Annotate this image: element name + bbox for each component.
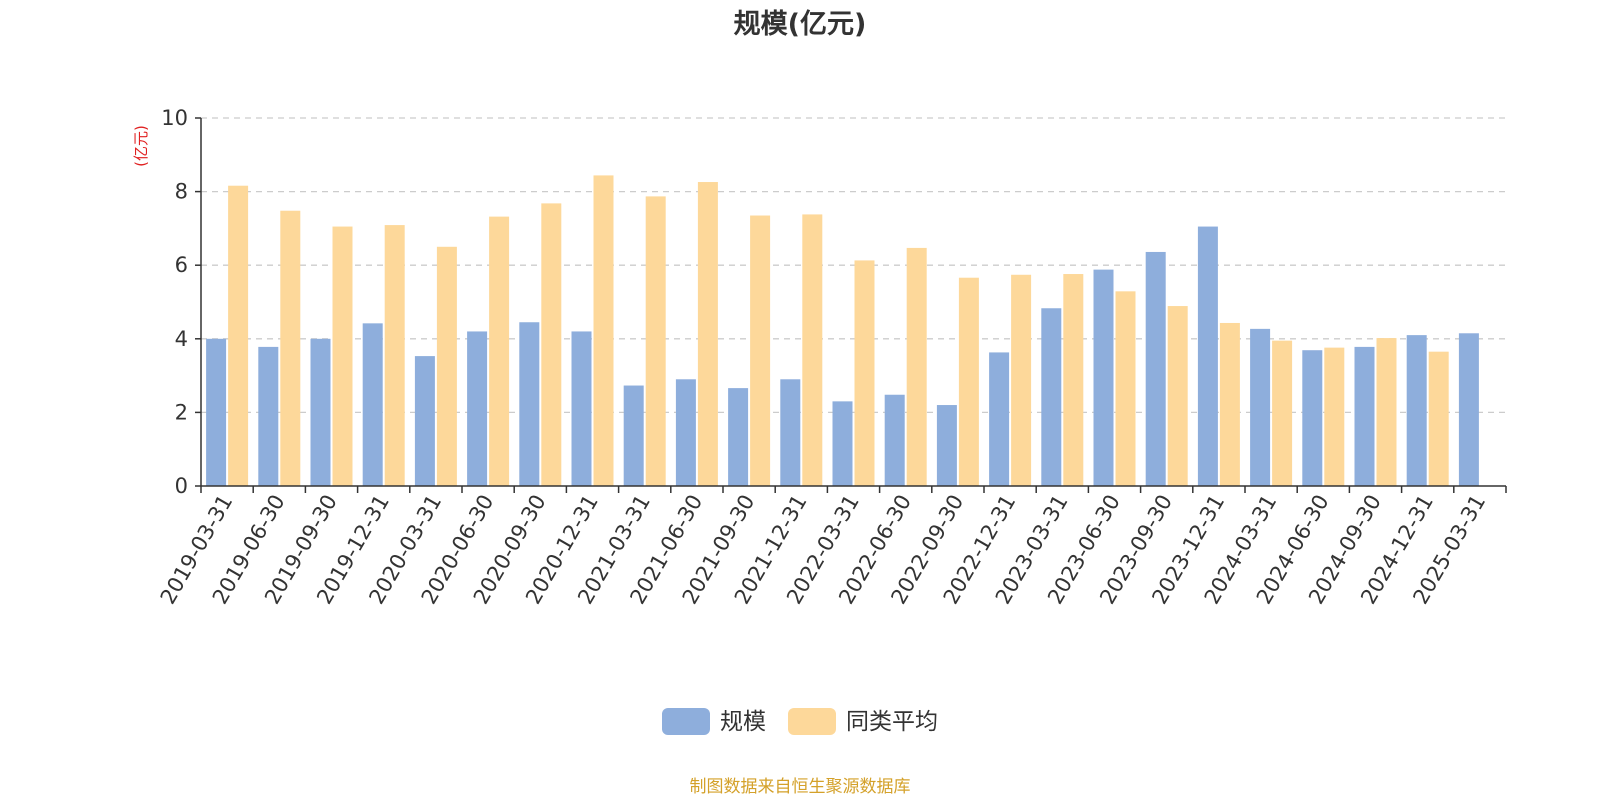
- bar-peer-average[interactable]: [1167, 306, 1188, 486]
- bar-scale[interactable]: [1145, 251, 1166, 486]
- bar-scale[interactable]: [936, 405, 957, 486]
- y-tick-label: 4: [175, 327, 188, 351]
- y-tick-label: 2: [175, 400, 188, 424]
- legend[interactable]: 规模 同类平均: [662, 708, 938, 735]
- bar-peer-average[interactable]: [802, 214, 823, 486]
- bar-peer-average[interactable]: [958, 277, 979, 486]
- bar-peer-average[interactable]: [384, 225, 405, 486]
- bar-scale[interactable]: [989, 352, 1010, 486]
- bar-peer-average[interactable]: [280, 210, 301, 486]
- bar-peer-average[interactable]: [1324, 347, 1345, 486]
- legend-item[interactable]: 规模: [662, 708, 766, 735]
- bar-scale[interactable]: [1093, 269, 1114, 486]
- bar-peer-average[interactable]: [332, 226, 353, 486]
- bar-peer-average[interactable]: [436, 246, 457, 486]
- bar-peer-average[interactable]: [1115, 291, 1136, 486]
- bar-scale[interactable]: [1250, 328, 1271, 486]
- bar-scale[interactable]: [414, 356, 435, 486]
- data-source-footer: 制图数据来自恒生聚源数据库: [690, 777, 911, 797]
- bar-scale[interactable]: [1406, 335, 1427, 486]
- bar-peer-average[interactable]: [1272, 340, 1293, 486]
- bar-scale[interactable]: [728, 388, 749, 486]
- y-tick-label: 6: [175, 253, 188, 277]
- bar-scale[interactable]: [1354, 346, 1375, 486]
- bar-peer-average[interactable]: [1011, 274, 1032, 486]
- bar-scale[interactable]: [310, 338, 331, 486]
- legend-label: 规模: [720, 709, 766, 735]
- bar-scale[interactable]: [467, 331, 488, 486]
- bar-peer-average[interactable]: [697, 182, 718, 487]
- bar-scale[interactable]: [780, 379, 801, 486]
- grid-lines: [201, 117, 1506, 414]
- bar-peer-average[interactable]: [593, 175, 614, 486]
- bar-scale[interactable]: [571, 331, 592, 486]
- bar-scale[interactable]: [362, 323, 383, 486]
- bar-scale[interactable]: [1197, 226, 1218, 486]
- bar-scale[interactable]: [1458, 333, 1479, 486]
- bar-scale[interactable]: [519, 322, 540, 486]
- y-tick-label: 8: [175, 180, 188, 204]
- bar-scale[interactable]: [1041, 308, 1062, 486]
- bar-peer-average[interactable]: [1063, 274, 1084, 486]
- legend-label: 同类平均: [846, 709, 938, 735]
- chart-title: 规模(亿元): [734, 9, 867, 40]
- bar-scale[interactable]: [206, 338, 227, 486]
- bar-peer-average[interactable]: [489, 216, 510, 486]
- bar-peer-average[interactable]: [228, 185, 249, 486]
- bars: [206, 175, 1479, 487]
- bar-scale[interactable]: [1302, 350, 1323, 486]
- bar-scale[interactable]: [884, 394, 905, 486]
- bar-scale[interactable]: [258, 346, 279, 486]
- bar-peer-average[interactable]: [854, 260, 875, 486]
- legend-swatch: [662, 708, 710, 735]
- y-axis-label: (亿元): [132, 125, 150, 167]
- y-tick-label: 0: [175, 474, 188, 498]
- bar-peer-average[interactable]: [1428, 351, 1449, 486]
- legend-swatch: [788, 708, 836, 735]
- y-tick-label: 10: [161, 106, 188, 130]
- legend-item[interactable]: 同类平均: [788, 708, 938, 735]
- bar-scale[interactable]: [675, 379, 696, 486]
- bar-peer-average[interactable]: [750, 215, 771, 486]
- bar-scale[interactable]: [832, 401, 853, 486]
- bar-peer-average[interactable]: [1376, 338, 1397, 486]
- bar-peer-average[interactable]: [541, 203, 562, 486]
- bar-peer-average[interactable]: [645, 196, 666, 486]
- bar-peer-average[interactable]: [906, 247, 927, 486]
- bar-scale[interactable]: [623, 385, 644, 486]
- bar-peer-average[interactable]: [1219, 322, 1240, 486]
